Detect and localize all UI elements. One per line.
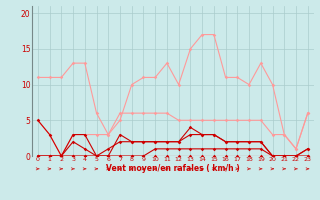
X-axis label: Vent moyen/en rafales ( km/h ): Vent moyen/en rafales ( km/h ) <box>106 164 240 173</box>
